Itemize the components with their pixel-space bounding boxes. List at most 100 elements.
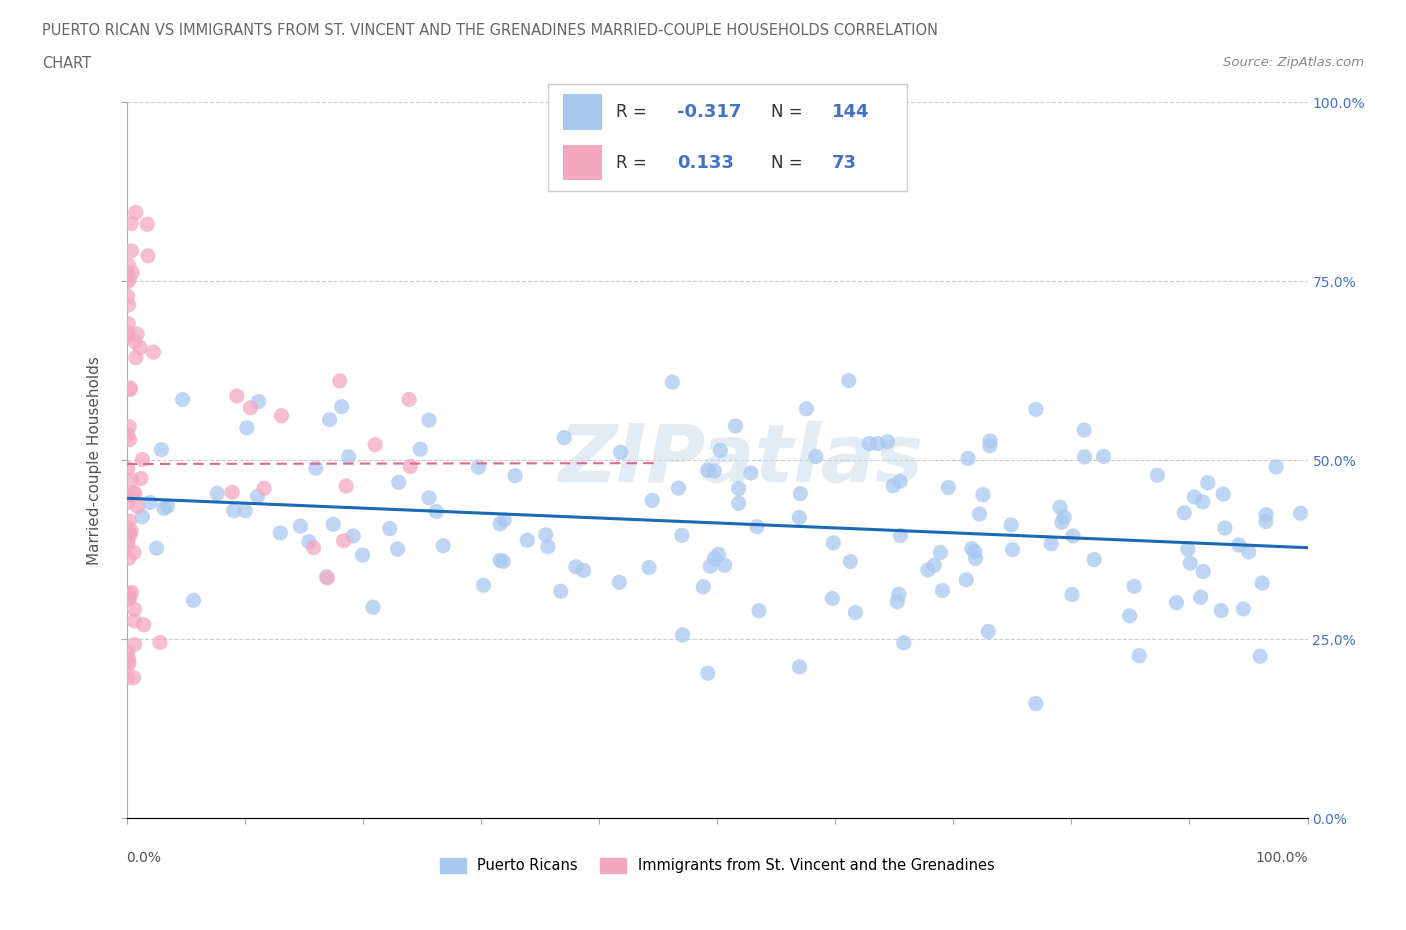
Point: [290, 519, 312, 534]
Text: N =: N =: [770, 153, 807, 172]
Point: [955, 572, 977, 587]
Point: [1177, 542, 1199, 557]
Point: [1025, 696, 1047, 711]
Point: [124, 602, 146, 617]
Point: [1251, 576, 1274, 591]
Point: [1212, 486, 1234, 501]
Point: [929, 545, 952, 560]
Point: [388, 475, 411, 490]
Point: [239, 401, 262, 416]
Point: [699, 559, 721, 574]
Point: [882, 478, 904, 493]
Point: [1000, 517, 1022, 532]
Point: [117, 488, 139, 503]
Point: [804, 449, 827, 464]
Point: [887, 587, 910, 602]
Point: [1025, 402, 1047, 417]
Point: [707, 547, 730, 562]
Point: [117, 645, 139, 660]
Point: [789, 510, 811, 525]
Point: [572, 563, 595, 578]
Point: [236, 420, 259, 435]
Point: [120, 472, 142, 487]
Point: [225, 389, 247, 404]
Point: [957, 451, 980, 466]
Legend: Puerto Ricans, Immigrants from St. Vincent and the Grenadines: Puerto Ricans, Immigrants from St. Vince…: [433, 852, 1001, 879]
Point: [979, 433, 1001, 448]
Point: [247, 394, 270, 409]
Point: [1184, 489, 1206, 504]
Point: [145, 540, 167, 555]
Point: [977, 624, 1000, 639]
Point: [269, 525, 291, 540]
Point: [492, 554, 515, 569]
Point: [713, 558, 735, 573]
Point: [409, 442, 432, 457]
Point: [364, 437, 387, 452]
Point: [118, 587, 141, 602]
Point: [418, 490, 440, 505]
Point: [121, 244, 143, 259]
Point: [117, 326, 139, 340]
Point: [418, 413, 440, 428]
Point: [503, 468, 526, 483]
Point: [1049, 499, 1071, 514]
Point: [1211, 604, 1233, 618]
Point: [124, 614, 146, 629]
Point: [125, 205, 148, 219]
Point: [127, 326, 149, 341]
Point: [118, 419, 141, 434]
Point: [398, 392, 420, 406]
Point: [641, 493, 664, 508]
Point: [136, 248, 159, 263]
Point: [149, 635, 172, 650]
Point: [671, 628, 693, 643]
Point: [1050, 515, 1073, 530]
Point: [489, 516, 512, 531]
Point: [399, 458, 422, 473]
Text: -0.317: -0.317: [678, 102, 742, 121]
Point: [118, 513, 141, 528]
Point: [1092, 449, 1115, 464]
Point: [270, 408, 292, 423]
Point: [963, 544, 986, 559]
Point: [886, 594, 908, 609]
Point: [332, 534, 354, 549]
Point: [118, 591, 141, 606]
Point: [120, 382, 142, 397]
Point: [789, 486, 811, 501]
Point: [1191, 495, 1213, 510]
Point: [866, 436, 889, 451]
Point: [124, 335, 146, 350]
Point: [142, 345, 165, 360]
Point: [302, 540, 325, 555]
Point: [121, 265, 143, 280]
Point: [305, 460, 328, 475]
Point: [117, 461, 139, 476]
Point: [315, 569, 337, 584]
Text: R =: R =: [616, 102, 652, 121]
Point: [125, 351, 148, 365]
Point: [1083, 552, 1105, 567]
Point: [117, 587, 139, 602]
Point: [156, 498, 179, 513]
Text: 100.0%: 100.0%: [1256, 851, 1308, 865]
Text: PUERTO RICAN VS IMMIGRANTS FROM ST. VINCENT AND THE GRENADINES MARRIED-COUPLE HO: PUERTO RICAN VS IMMIGRANTS FROM ST. VINC…: [42, 23, 938, 38]
Point: [129, 472, 152, 486]
Point: [1289, 506, 1312, 521]
Point: [120, 380, 142, 395]
Text: Source: ZipAtlas.com: Source: ZipAtlas.com: [1223, 56, 1364, 69]
Text: CHART: CHART: [42, 56, 91, 71]
Point: [609, 575, 631, 590]
Point: [1128, 648, 1150, 663]
Point: [467, 459, 489, 474]
Point: [1197, 475, 1219, 490]
Point: [121, 585, 143, 600]
Point: [335, 479, 357, 494]
Point: [117, 495, 139, 510]
Point: [979, 438, 1001, 453]
Point: [661, 375, 683, 390]
Point: [117, 651, 139, 666]
Point: [118, 551, 141, 565]
Point: [337, 449, 360, 464]
